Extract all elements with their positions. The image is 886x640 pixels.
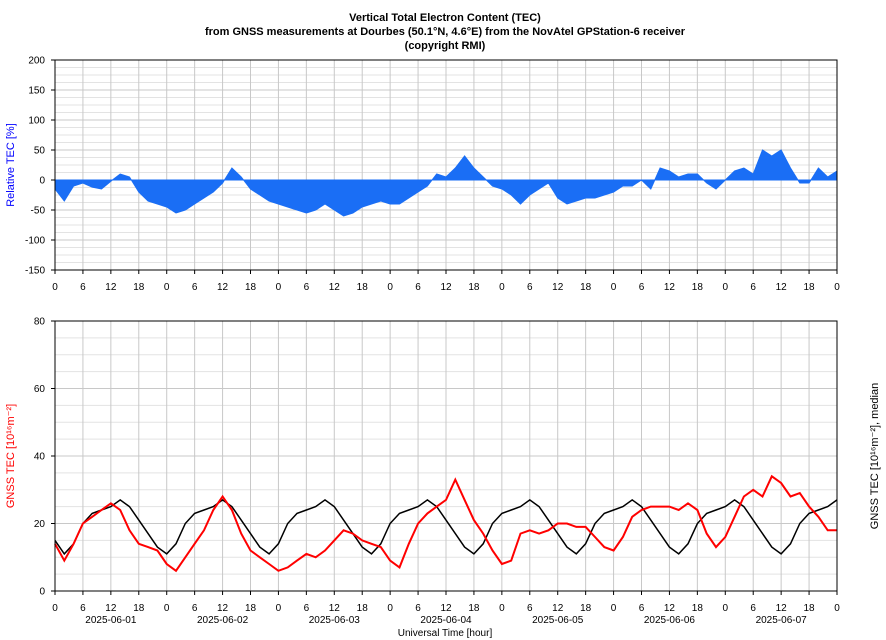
- chart-title-line1: Vertical Total Electron Content (TEC): [349, 12, 541, 24]
- x-tick-label: 12: [664, 603, 676, 614]
- relative-tec-y-label: Relative TEC [%]: [5, 123, 17, 207]
- x-tick-label: 6: [527, 603, 533, 614]
- x-tick-label: 6: [304, 282, 310, 293]
- x-tick-label: 18: [804, 282, 816, 293]
- x-tick-label: 6: [192, 603, 198, 614]
- x-tick-label: 0: [52, 603, 58, 614]
- x-tick-label: 12: [217, 603, 229, 614]
- gnss-tec-line: [54, 474, 837, 573]
- date-label: 2025-06-03: [309, 615, 361, 626]
- x-tick-label: 0: [52, 282, 58, 293]
- date-label: 2025-06-05: [532, 615, 584, 626]
- y-tick-label: 40: [34, 452, 46, 463]
- date-label: 2025-06-02: [197, 615, 249, 626]
- date-label: 2025-06-01: [85, 615, 137, 626]
- x-tick-label: 0: [723, 603, 729, 614]
- x-tick-label: 18: [804, 603, 816, 614]
- x-tick-label: 18: [580, 603, 592, 614]
- chart-title-line2: from GNSS measurements at Dourbes (50.1°…: [205, 26, 686, 38]
- x-tick-label: 0: [276, 282, 282, 293]
- x-tick-label: 18: [468, 603, 480, 614]
- x-tick-label: 6: [639, 603, 645, 614]
- y-tick-label: 150: [28, 86, 45, 97]
- x-tick-label: 12: [552, 603, 564, 614]
- y-tick-label: -150: [25, 266, 45, 277]
- x-tick-label: 0: [611, 603, 617, 614]
- y-tick-label: 0: [39, 176, 45, 187]
- x-tick-label: 0: [164, 282, 170, 293]
- x-tick-label: 6: [415, 282, 421, 293]
- relative-tec-grid: [55, 59, 837, 271]
- y-tick-label: 60: [34, 384, 46, 395]
- y-tick-label: 100: [28, 116, 45, 127]
- x-axis-label: Universal Time [hour]: [398, 628, 493, 639]
- x-tick-label: 18: [133, 603, 145, 614]
- x-tick-label: 0: [387, 282, 393, 293]
- gnss-tec-date-labels: 2025-06-01 2025-06-02 2025-06-03 2025-06-04…: [85, 615, 807, 626]
- y-tick-label: 80: [34, 317, 46, 328]
- relative-tec-x-ticks: 0 6 12 18 0 6 12 18 0 6 12 18 0 6 12 18 0 6 12 18 0 6 12 18 0 6 12…: [52, 270, 840, 293]
- x-tick-label: 18: [133, 282, 145, 293]
- date-label: 2025-06-04: [420, 615, 472, 626]
- x-tick-label: 18: [245, 603, 257, 614]
- chart-title-line3: (copyright RMI): [405, 40, 486, 52]
- x-tick-label: 18: [357, 282, 369, 293]
- gnss-tec-grid: [55, 320, 837, 592]
- date-label: 2025-06-06: [644, 615, 696, 626]
- x-tick-label: 6: [80, 282, 86, 293]
- relative-tec-area: [54, 149, 838, 217]
- x-tick-label: 6: [80, 603, 86, 614]
- x-tick-label: 6: [527, 282, 533, 293]
- gnss-tec-y-ticks: 0 20 40 60 80: [34, 317, 55, 598]
- x-tick-label: 12: [105, 603, 117, 614]
- x-tick-label: 18: [245, 282, 257, 293]
- median-tec-line: [54, 498, 838, 556]
- y-tick-label: -100: [25, 236, 45, 247]
- x-tick-label: 12: [440, 603, 452, 614]
- x-tick-label: 0: [834, 603, 840, 614]
- x-tick-label: 0: [834, 282, 840, 293]
- gnss-tec-x-ticks: 0 6 12 18 0 6 12 18 0 6 12 18 0 6 12 18 0 6 12 18 0 6 12 18 0 6 12…: [52, 591, 840, 614]
- x-tick-label: 0: [387, 603, 393, 614]
- x-tick-label: 0: [499, 282, 505, 293]
- y-tick-label: 20: [34, 519, 46, 530]
- x-tick-label: 12: [440, 282, 452, 293]
- x-tick-label: 0: [164, 603, 170, 614]
- x-tick-label: 6: [192, 282, 198, 293]
- x-tick-label: 6: [639, 282, 645, 293]
- x-tick-label: 0: [276, 603, 282, 614]
- x-tick-label: 18: [692, 282, 704, 293]
- x-tick-label: 12: [776, 282, 788, 293]
- x-tick-label: 12: [664, 282, 676, 293]
- x-tick-label: 6: [750, 282, 756, 293]
- x-tick-label: 0: [723, 282, 729, 293]
- y-tick-label: 0: [39, 587, 45, 598]
- x-tick-label: 12: [329, 603, 341, 614]
- gnss-tec-median-y-label: GNSS TEC [10¹⁶m⁻²], median: [869, 383, 881, 529]
- y-tick-label: 50: [34, 146, 46, 157]
- x-tick-label: 12: [329, 282, 341, 293]
- date-label: 2025-06-07: [756, 615, 808, 626]
- x-tick-label: 18: [580, 282, 592, 293]
- x-tick-label: 12: [105, 282, 117, 293]
- x-tick-label: 18: [692, 603, 704, 614]
- relative-tec-y-ticks: -150 -100 -50 0 50 100 150 200: [25, 56, 55, 277]
- x-tick-label: 0: [611, 282, 617, 293]
- x-tick-label: 12: [552, 282, 564, 293]
- relative-tec-panel: -150 -100 -50 0 50 100 150 200 0 6 12 18 0 6 12 18 0 6 12…: [5, 56, 840, 294]
- x-tick-label: 6: [750, 603, 756, 614]
- x-tick-label: 0: [499, 603, 505, 614]
- x-tick-label: 18: [357, 603, 369, 614]
- y-tick-label: 200: [28, 56, 45, 67]
- x-tick-label: 18: [468, 282, 480, 293]
- x-tick-label: 6: [304, 603, 310, 614]
- y-tick-label: -50: [31, 206, 46, 217]
- x-tick-label: 12: [217, 282, 229, 293]
- x-tick-label: 12: [776, 603, 788, 614]
- x-tick-label: 6: [415, 603, 421, 614]
- gnss-tec-y-label: GNSS TEC [10¹⁶m⁻²]: [5, 404, 17, 508]
